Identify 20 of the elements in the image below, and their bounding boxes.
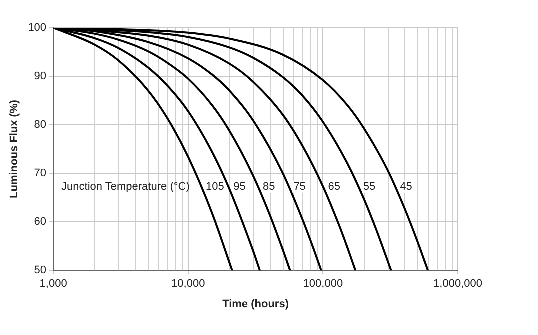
x-axis-title: Time (hours): [222, 298, 290, 310]
series-label: 105: [206, 180, 224, 193]
y-tick-label: 80: [34, 119, 47, 132]
y-tick-label: 60: [34, 216, 47, 228]
series-label: 95: [234, 180, 246, 193]
x-tick-label: 1,000: [40, 278, 68, 290]
series-label: 45: [400, 180, 412, 193]
series-label: 55: [363, 180, 376, 193]
y-tick-label: 50: [34, 264, 47, 277]
x-tick-label: 10,000: [172, 278, 206, 290]
x-tick-label: 1,000,000: [434, 278, 482, 290]
x-tick-label: 100,000: [303, 278, 344, 290]
annotation: Junction Temperature (°C): [62, 180, 190, 193]
series-label: 75: [294, 180, 306, 193]
series-label: 85: [262, 180, 276, 193]
y-tick-label: 90: [34, 70, 47, 83]
series-label: 65: [328, 180, 341, 193]
y-tick-label: 100: [28, 22, 47, 34]
y-axis-title: Luminous Flux (%): [8, 100, 21, 198]
y-tick-label: 70: [34, 168, 47, 180]
